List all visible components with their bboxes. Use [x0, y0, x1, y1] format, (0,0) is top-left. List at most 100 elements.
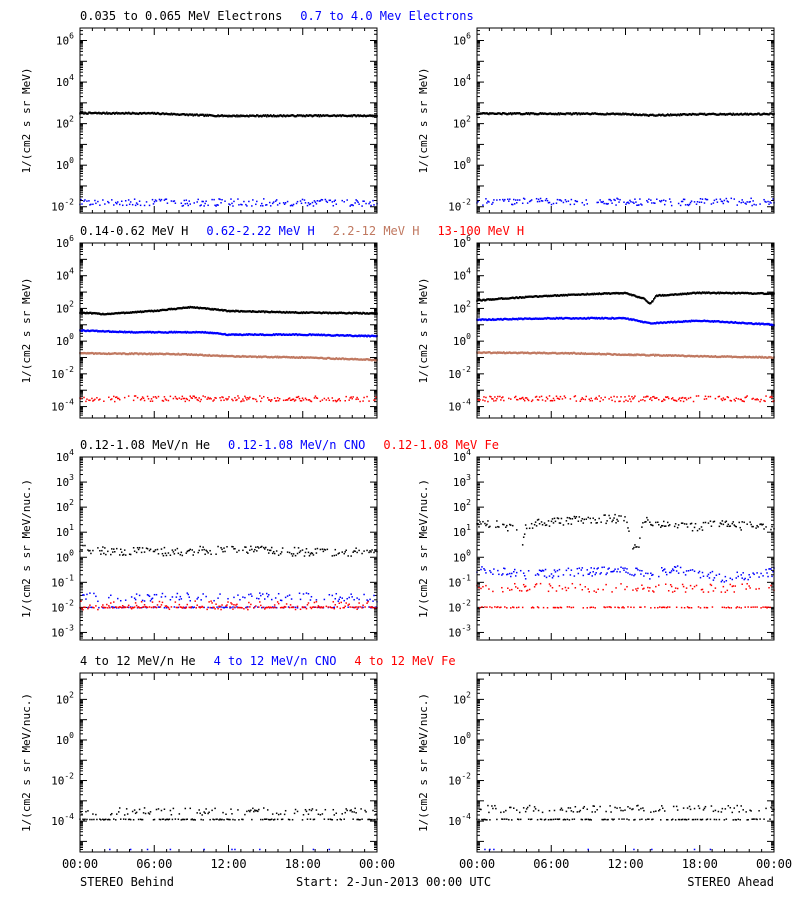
- data-point: [304, 115, 307, 118]
- data-point: [619, 292, 621, 295]
- data-point: [143, 399, 146, 402]
- data-point: [148, 309, 151, 312]
- data-point: [171, 549, 174, 551]
- data-point: [597, 201, 599, 204]
- data-point: [286, 114, 289, 117]
- data-point: [371, 311, 373, 315]
- data-point: [334, 597, 337, 600]
- y-tick-label: 10-2: [448, 198, 471, 214]
- data-point: [746, 201, 748, 203]
- data-point: [138, 546, 141, 549]
- data-point: [202, 395, 204, 397]
- data-point: [237, 594, 239, 596]
- data-point: [314, 395, 317, 397]
- data-point: [567, 351, 570, 355]
- data-point: [339, 311, 342, 314]
- data-point: [358, 312, 360, 315]
- data-point: [339, 334, 342, 337]
- data-point: [288, 356, 291, 359]
- data-point: [522, 296, 525, 299]
- data-point: [546, 316, 549, 320]
- data-point: [740, 201, 742, 204]
- data-point: [173, 112, 176, 116]
- data-point: [618, 113, 620, 116]
- data-point: [267, 552, 270, 554]
- data-point: [695, 291, 698, 295]
- data-point: [355, 311, 357, 314]
- data-point: [336, 114, 339, 117]
- data-point: [348, 311, 350, 314]
- data-point: [328, 399, 331, 402]
- data-point: [687, 320, 690, 323]
- data-point: [239, 333, 241, 336]
- data-point: [518, 397, 521, 400]
- data-point: [131, 331, 134, 334]
- data-point: [143, 352, 146, 355]
- data-point: [744, 202, 746, 204]
- data-point: [306, 334, 309, 337]
- data-point: [318, 311, 321, 314]
- data-point: [287, 606, 290, 608]
- data-point: [344, 605, 346, 608]
- data-point: [763, 323, 765, 326]
- data-point: [140, 601, 143, 603]
- data-point: [87, 329, 89, 332]
- data-point: [139, 352, 142, 355]
- data-point: [375, 550, 377, 552]
- data-point: [310, 334, 313, 337]
- data-point: [548, 295, 551, 298]
- data-point: [618, 316, 620, 319]
- data-point: [87, 607, 89, 610]
- data-point: [670, 293, 673, 296]
- data-point: [514, 199, 517, 201]
- data-point: [557, 317, 560, 320]
- data-point: [488, 298, 490, 301]
- data-point: [221, 604, 223, 606]
- data-point: [163, 607, 166, 609]
- data-point: [703, 354, 706, 358]
- data-point: [319, 311, 322, 314]
- data-point: [625, 317, 627, 320]
- data-point: [299, 608, 302, 611]
- data-point: [596, 112, 598, 115]
- data-point: [593, 292, 596, 295]
- data-point: [555, 294, 558, 298]
- data-point: [754, 398, 756, 401]
- data-point: [769, 356, 771, 359]
- data-point: [479, 351, 481, 354]
- data-point: [635, 319, 637, 322]
- data-point: [161, 592, 164, 595]
- data-point: [242, 310, 244, 313]
- data-point: [495, 318, 497, 321]
- data-point: [566, 294, 569, 297]
- data-point: [633, 397, 635, 399]
- data-point: [541, 399, 544, 401]
- data-point: [325, 357, 328, 360]
- data-point: [732, 321, 735, 324]
- data-point: [255, 203, 257, 206]
- data-point: [208, 113, 210, 117]
- data-point: [643, 353, 645, 356]
- data-point: [543, 112, 546, 115]
- data-point: [505, 297, 507, 300]
- y-tick-label: 102: [56, 299, 74, 315]
- data-point: [486, 351, 488, 354]
- data-point: [648, 301, 650, 305]
- data-point: [155, 309, 158, 313]
- data-point: [550, 294, 553, 298]
- data-point: [597, 293, 599, 296]
- data-point: [681, 200, 684, 203]
- data-point: [144, 112, 147, 115]
- data-point: [730, 320, 733, 324]
- data-point: [562, 293, 565, 297]
- data-point: [151, 330, 154, 334]
- data-point: [181, 395, 184, 398]
- legend-entry: 0.12-1.08 MeV/n He: [80, 438, 210, 452]
- data-point: [189, 331, 192, 334]
- data-point: [234, 547, 236, 550]
- data-point: [536, 200, 539, 203]
- data-point: [204, 202, 206, 205]
- data-point: [496, 352, 498, 355]
- data-point: [629, 398, 631, 400]
